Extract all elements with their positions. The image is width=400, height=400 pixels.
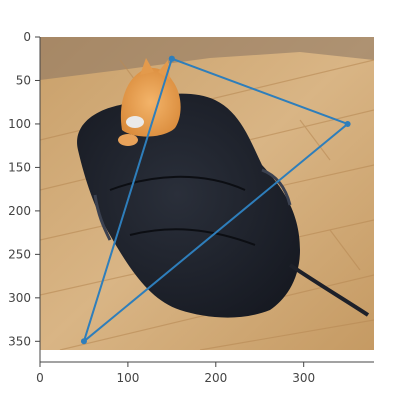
x-tick-label: 200 (204, 371, 227, 385)
y-tick-label: 300 (8, 291, 31, 305)
x-tick-label: 100 (116, 371, 139, 385)
series-line (82, 57, 349, 343)
y-tick-label: 100 (8, 117, 31, 131)
y-tick-label: 250 (8, 247, 31, 261)
x-ticks: 0 100 200 300 (36, 362, 315, 385)
y-tick-label: 50 (16, 73, 31, 87)
axes: 0 100 200 300 0 50 100 150 200 250 300 350 (8, 30, 374, 385)
y-tick-label: 0 (23, 30, 31, 44)
data-point (80, 338, 87, 345)
backpack-image (77, 93, 300, 318)
data-point (344, 120, 351, 127)
y-tick-label: 150 (8, 160, 31, 174)
y-ticks: 0 50 100 150 200 250 300 350 (8, 30, 40, 348)
y-tick-label: 350 (8, 334, 31, 348)
y-tick-label: 200 (8, 204, 31, 218)
data-point (168, 55, 175, 62)
x-tick-label: 0 (36, 371, 44, 385)
wall-shadow (40, 37, 374, 80)
background-photo (40, 37, 374, 350)
data-trace (80, 55, 351, 345)
x-tick-label: 300 (292, 371, 315, 385)
